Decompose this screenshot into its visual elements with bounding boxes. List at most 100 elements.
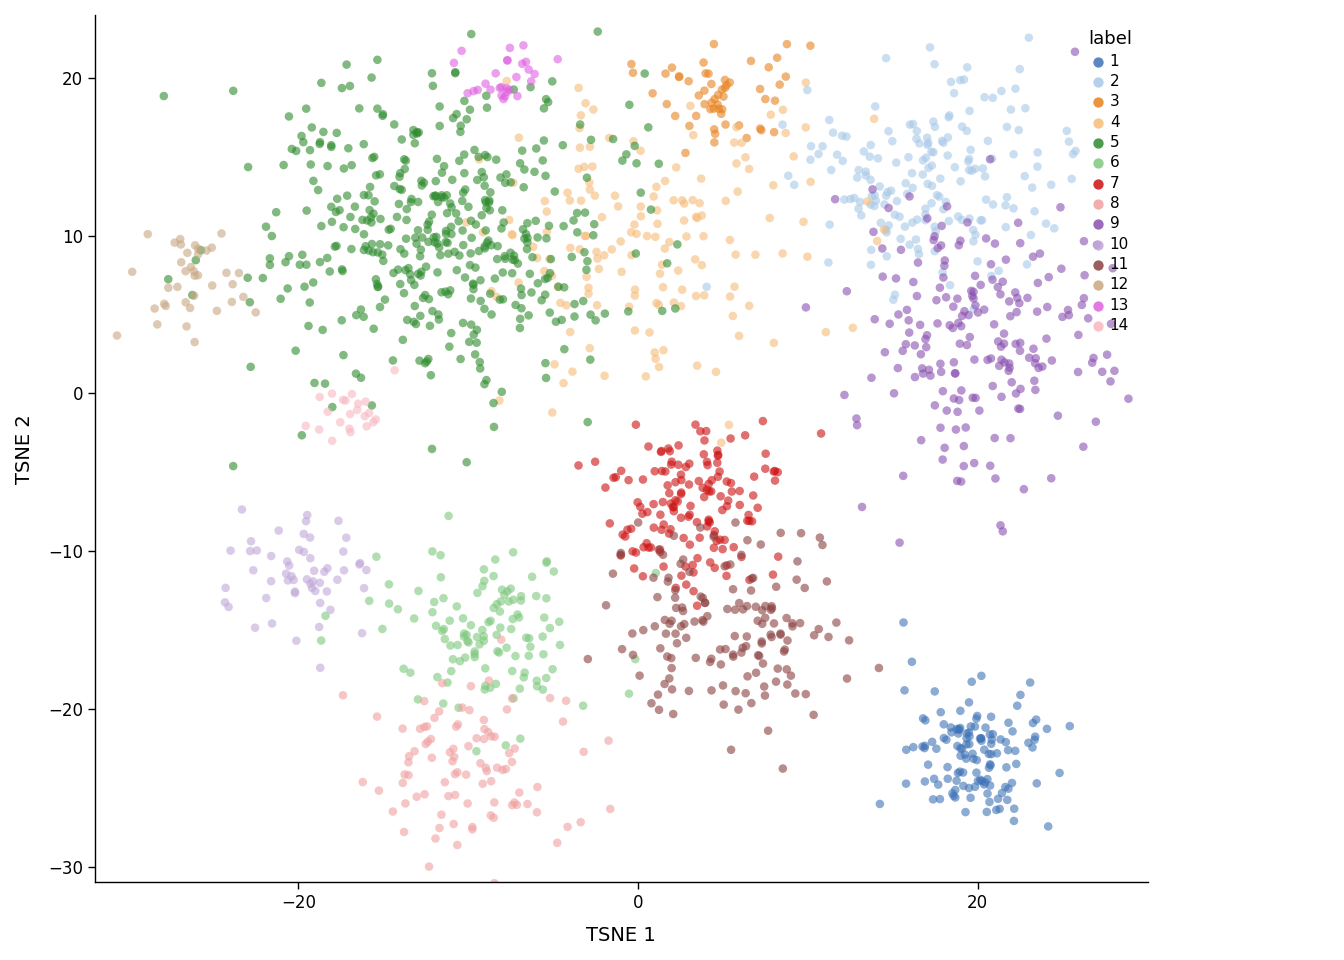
4 bbox=[496, 73, 517, 88]
5 bbox=[487, 238, 508, 253]
5 bbox=[429, 118, 450, 133]
9 bbox=[980, 458, 1001, 473]
5 bbox=[648, 156, 669, 172]
7 bbox=[742, 514, 763, 529]
4 bbox=[556, 185, 578, 201]
7 bbox=[668, 457, 689, 472]
11 bbox=[610, 547, 632, 563]
6 bbox=[480, 613, 501, 629]
5 bbox=[453, 147, 474, 162]
13 bbox=[517, 61, 539, 77]
8 bbox=[484, 876, 505, 891]
5 bbox=[336, 57, 358, 72]
9 bbox=[898, 313, 919, 328]
2 bbox=[836, 129, 857, 144]
1 bbox=[970, 731, 992, 746]
8 bbox=[461, 819, 482, 834]
5 bbox=[372, 253, 394, 269]
7 bbox=[716, 558, 738, 573]
5 bbox=[461, 26, 482, 41]
5 bbox=[430, 248, 452, 263]
9 bbox=[874, 345, 895, 360]
11 bbox=[661, 613, 683, 629]
5 bbox=[474, 241, 496, 256]
11 bbox=[732, 640, 754, 656]
14 bbox=[317, 404, 339, 420]
13 bbox=[495, 88, 516, 104]
13 bbox=[499, 40, 520, 56]
1 bbox=[929, 791, 950, 806]
2 bbox=[962, 301, 984, 317]
1 bbox=[913, 710, 934, 726]
5 bbox=[474, 147, 496, 162]
5 bbox=[410, 268, 431, 283]
8 bbox=[473, 721, 495, 736]
5 bbox=[398, 260, 419, 276]
9 bbox=[1118, 391, 1140, 406]
5 bbox=[535, 287, 556, 302]
2 bbox=[1064, 143, 1086, 158]
5 bbox=[370, 236, 391, 252]
4 bbox=[687, 210, 708, 226]
4 bbox=[759, 210, 781, 226]
7 bbox=[610, 463, 632, 478]
9 bbox=[993, 326, 1015, 342]
8 bbox=[539, 690, 560, 706]
7 bbox=[603, 470, 625, 486]
3 bbox=[622, 65, 644, 81]
14 bbox=[309, 390, 331, 405]
7 bbox=[665, 492, 687, 508]
5 bbox=[536, 230, 558, 246]
5 bbox=[449, 154, 470, 169]
8 bbox=[332, 687, 353, 703]
1 bbox=[978, 760, 1000, 776]
7 bbox=[660, 495, 681, 511]
6 bbox=[497, 584, 519, 599]
4 bbox=[681, 192, 703, 207]
7 bbox=[694, 446, 715, 462]
10 bbox=[255, 590, 277, 606]
2 bbox=[888, 209, 910, 225]
7 bbox=[642, 520, 664, 536]
12 bbox=[106, 327, 128, 343]
1 bbox=[996, 759, 1017, 775]
11 bbox=[684, 613, 706, 629]
4 bbox=[552, 375, 574, 391]
5 bbox=[524, 164, 546, 180]
2 bbox=[1060, 171, 1082, 186]
3 bbox=[703, 122, 724, 137]
3 bbox=[750, 123, 771, 138]
6 bbox=[426, 669, 448, 684]
11 bbox=[712, 678, 734, 693]
3 bbox=[754, 91, 775, 107]
4 bbox=[642, 189, 664, 204]
6 bbox=[453, 611, 474, 626]
2 bbox=[1027, 145, 1048, 160]
9 bbox=[991, 339, 1012, 354]
11 bbox=[753, 656, 774, 671]
4 bbox=[645, 229, 667, 245]
5 bbox=[223, 459, 245, 474]
6 bbox=[433, 590, 454, 606]
4 bbox=[672, 193, 694, 208]
12 bbox=[175, 263, 196, 278]
2 bbox=[996, 119, 1017, 134]
2 bbox=[876, 225, 898, 240]
7 bbox=[710, 532, 731, 547]
9 bbox=[958, 307, 980, 323]
12 bbox=[153, 296, 175, 311]
7 bbox=[687, 550, 708, 565]
5 bbox=[577, 170, 598, 185]
4 bbox=[555, 298, 577, 313]
1 bbox=[995, 780, 1016, 795]
5 bbox=[406, 236, 427, 252]
5 bbox=[495, 175, 516, 190]
5 bbox=[418, 234, 439, 250]
10 bbox=[214, 594, 235, 610]
1 bbox=[978, 794, 1000, 809]
9 bbox=[965, 391, 986, 406]
12 bbox=[164, 235, 185, 251]
9 bbox=[933, 270, 954, 285]
9 bbox=[956, 420, 977, 435]
10 bbox=[305, 584, 327, 599]
